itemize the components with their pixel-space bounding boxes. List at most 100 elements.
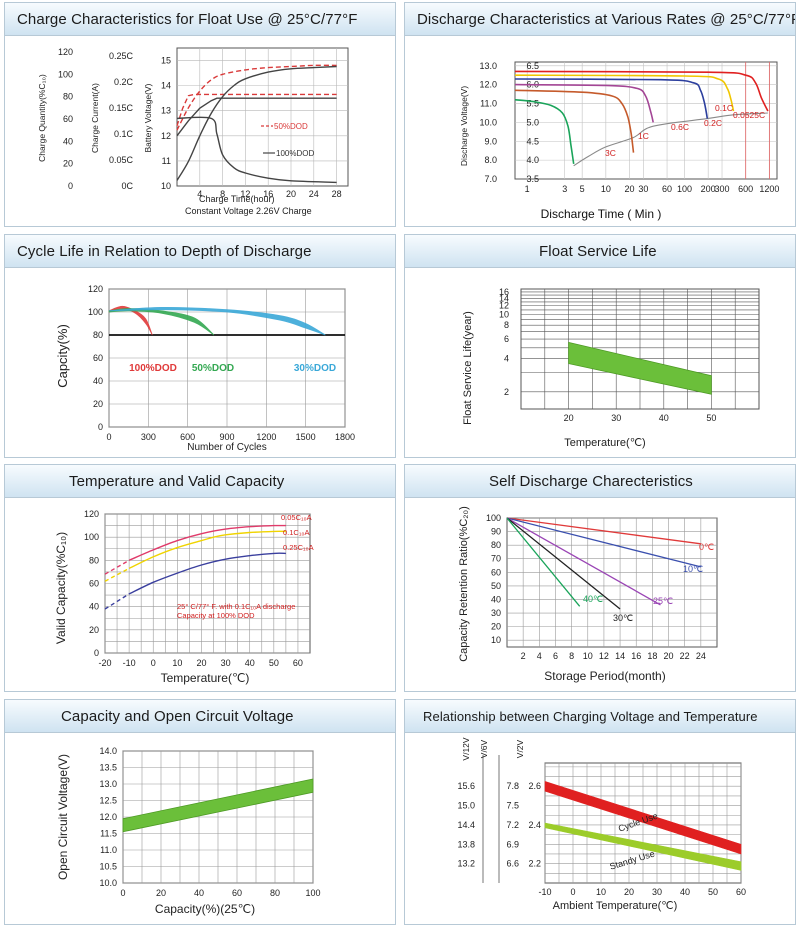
series-line-2 — [128, 552, 286, 595]
series-line-0.0525C — [514, 70, 769, 112]
series-1-current-line — [176, 116, 337, 184]
y-tick-label: 40 — [93, 376, 103, 386]
x-tick-label: 20 — [196, 658, 206, 668]
panel-header: Discharge Characteristics at Various Rat… — [405, 3, 795, 36]
series-lead-1 — [104, 567, 130, 582]
x-axis-label: Capacity(%)(25℃) — [155, 902, 255, 916]
y-tick-label: 40 — [491, 594, 501, 604]
chart-temperature-capacity: -20 -10 0 10 20 30 40 50 60 120 100 80 60 40 20 0 Valid … — [54, 509, 314, 685]
x-axis-label: Temperature(℃) — [564, 437, 645, 449]
x-tick-label: 8 — [569, 651, 574, 661]
y-tick-label: 16 — [499, 287, 509, 297]
x-tick-label: 1800 — [335, 432, 355, 442]
series-label: 0℃ — [699, 542, 714, 552]
x-axis-label: Storage Period(month) — [544, 669, 665, 683]
y-tick-label: 8 — [504, 320, 509, 330]
x-tick-label: 100 — [677, 184, 692, 194]
x-axis-label: Ambient Temperature(℃) — [553, 900, 678, 912]
y-tick-label: 100 — [58, 69, 73, 79]
legend-label: 100%DOD — [276, 149, 314, 158]
x-tick-label: 30 — [611, 413, 621, 423]
annotation-text: 25° C/77° F. with 0.1C₁₀A discharge Capa… — [177, 602, 296, 620]
y-tick-label: 80 — [89, 555, 99, 565]
series-label: 30℃ — [613, 613, 633, 623]
series-line-1 — [128, 530, 286, 570]
series-line-1 — [506, 517, 701, 568]
x-tick-label: 100 — [305, 888, 320, 898]
x-tick-label: 10 — [583, 651, 593, 661]
y-tick-label: 8.0 — [484, 155, 497, 165]
y-tick-label: 0 — [98, 422, 103, 432]
panel-charge-characteristics: Charge Characteristics for Float Use @ 2… — [4, 2, 396, 227]
life-band — [568, 341, 712, 395]
y-tick-label: 12.0 — [99, 812, 117, 822]
y-tick-label: 80 — [63, 92, 73, 102]
x-axis-label: Temperature(℃) — [161, 671, 250, 685]
y-tick-label: 20 — [93, 399, 103, 409]
y-tick-label: 2.2 — [528, 859, 541, 869]
y-axis-label: Float Service Life(year) — [462, 311, 474, 425]
y-tick-label: 60 — [491, 567, 501, 577]
series-label: 40℃ — [583, 594, 603, 604]
voltage-band — [122, 778, 314, 833]
y-tick-label: 100 — [84, 532, 99, 542]
y-tick-label: 5.5 — [526, 99, 539, 109]
y-tick-label: 12 — [499, 301, 509, 311]
y-axis-label: Charge Current(A) — [90, 83, 100, 153]
x-tick-label: 50 — [706, 413, 716, 423]
x-tick-label: 900 — [219, 432, 234, 442]
y-tick-label: 6 — [504, 334, 509, 344]
series-label: 0.1C — [715, 103, 733, 113]
y-tick-label: 2.4 — [528, 820, 541, 830]
y-tick-label: 4.5 — [526, 136, 539, 146]
y-tick-label: 50 — [491, 581, 501, 591]
panel-title: Float Service Life — [539, 242, 657, 260]
series-line-0 — [128, 524, 286, 561]
y-tick-label: 10.5 — [99, 862, 117, 872]
x-tick-label: 20 — [156, 888, 166, 898]
y-tick-label: 6.6 — [506, 859, 519, 869]
y-tick-label: 40 — [89, 602, 99, 612]
x-tick-label: 0 — [151, 658, 156, 668]
series-label: 0.0525C — [733, 110, 765, 120]
x-tick-label: 60 — [736, 887, 746, 897]
series-label: 50%DOD — [192, 363, 234, 374]
y-axis-label: Battery Voltage(V) — [143, 83, 153, 152]
series-label: 25℃ — [653, 596, 673, 606]
y-tick-label: 4 — [504, 354, 509, 364]
x-tick-label: 1200 — [256, 432, 276, 442]
series-label: 0.25C₁₀A — [283, 543, 314, 552]
panel-header: Self Discharge Charecteristics — [405, 465, 795, 498]
y-tick-label: 2.6 — [528, 781, 541, 791]
y-tick-label: 10 — [491, 635, 501, 645]
y-tick-label: 60 — [93, 353, 103, 363]
panel-charging-voltage-temperature: Relationship between Charging Voltage an… — [404, 699, 796, 925]
y-tick-label: 12.5 — [99, 796, 117, 806]
x-tick-label: 60 — [293, 658, 303, 668]
series-1-voltage-line — [176, 97, 337, 137]
x-tick-label: 60 — [232, 888, 242, 898]
x-tick-label: 1200 — [759, 184, 779, 194]
series-band-2 — [108, 306, 326, 336]
y-tick-label: 15.6 — [457, 781, 475, 791]
y-tick-label: 80 — [93, 330, 103, 340]
x-tick-label: 40 — [194, 888, 204, 898]
chart-cycle-life: 0 300 600 900 1200 1500 1800 120 100 80 60 40 20 0 Cap… — [55, 284, 355, 453]
axis-unit-label: V/6V — [479, 739, 489, 758]
y-tick-label: 13.0 — [479, 61, 497, 71]
series-label: 10℃ — [683, 564, 703, 574]
panel-self-discharge: Self Discharge Charecteristics 2 4 6 8 10 12 1… — [404, 464, 796, 692]
panel-float-service-life: Float Service Life 20 30 40 50 2 4 6 8 10 12 14 16 F… — [404, 234, 796, 458]
x-tick-label: 0 — [120, 888, 125, 898]
x-tick-label: 40 — [245, 658, 255, 668]
x-tick-label: -10 — [123, 658, 136, 668]
x-tick-label: 6 — [553, 651, 558, 661]
x-tick-label: 1 — [525, 184, 530, 194]
panel-discharge-characteristics: Discharge Characteristics at Various Rat… — [404, 2, 796, 227]
x-tick-label: 12 — [240, 189, 250, 199]
x-tick-label: 16 — [263, 189, 273, 199]
x-tick-label: 300 — [141, 432, 156, 442]
x-tick-label: 50 — [708, 887, 718, 897]
